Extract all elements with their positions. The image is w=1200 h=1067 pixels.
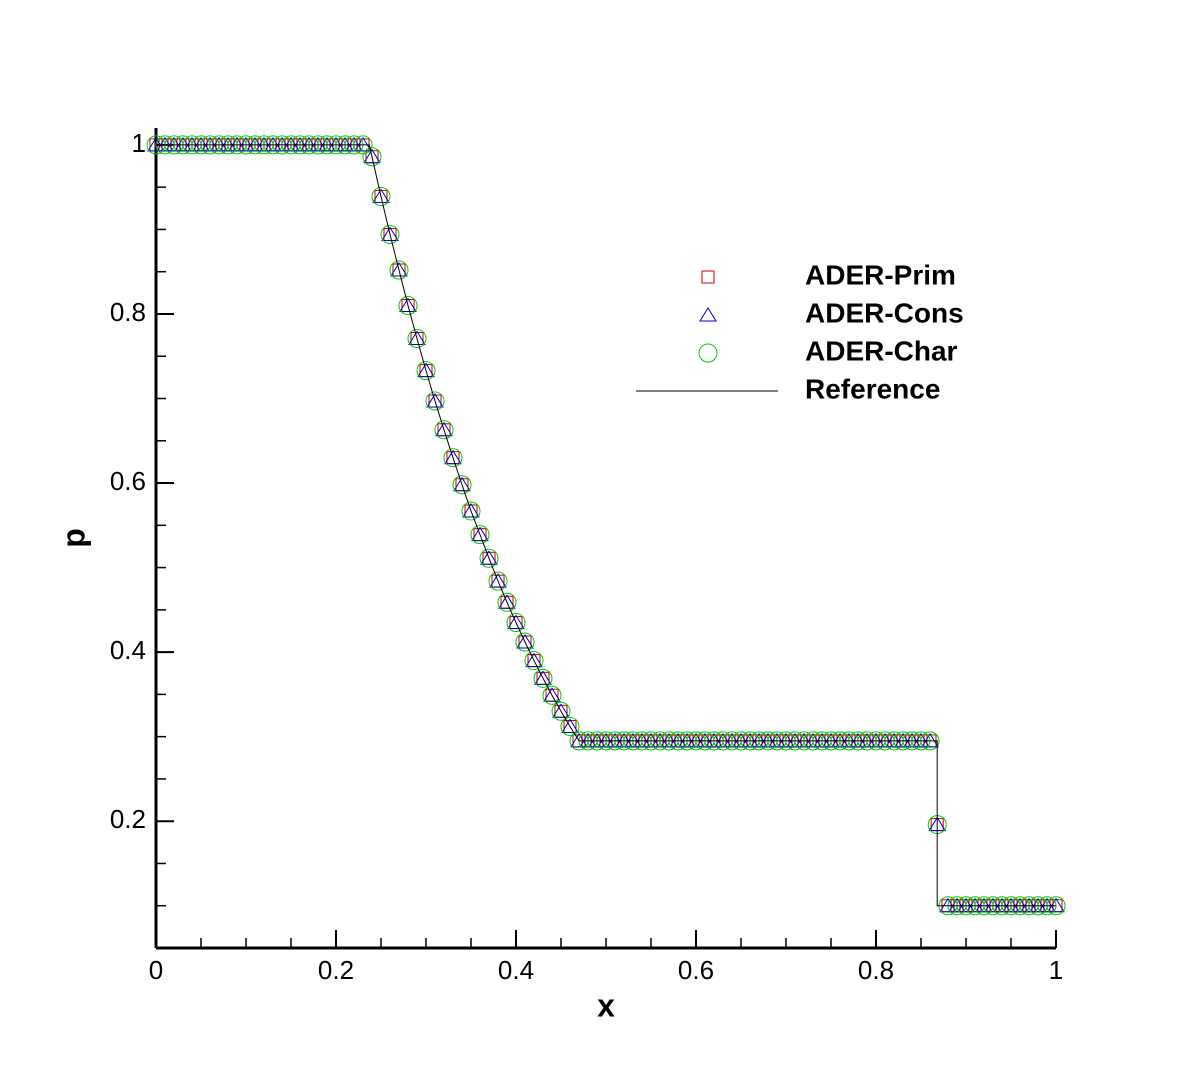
x-tick-label: 1 [1049,955,1063,985]
circle-marker [488,571,508,591]
triangle-marker [372,188,390,203]
circle-marker [425,391,445,411]
y-tick-label: 1 [132,128,146,158]
x-tick-label: 0.6 [678,955,714,985]
legend-label: ADER-Char [805,335,958,366]
circle-marker [362,147,382,167]
circle-marker [407,328,427,348]
legend-label: Reference [805,373,940,404]
y-tick-label: 0.6 [110,466,146,496]
triangle-marker [390,262,408,277]
y-tick-label: 0.4 [110,635,146,665]
circle-marker [560,717,580,737]
circle-marker [389,260,409,280]
circle-marker [434,420,454,440]
circle-marker [533,668,553,688]
x-tick-label: 0.8 [858,955,894,985]
circle-marker [461,501,481,521]
triangle-marker [543,687,561,702]
triangle-marker [480,550,498,565]
triangle-marker [363,148,381,164]
triangle-marker [699,307,717,322]
y-tick-label: 0.8 [110,297,146,327]
x-tick-label: 0.2 [318,955,354,985]
triangle-marker [498,594,516,609]
triangle-marker [489,573,507,588]
circle-marker [479,548,499,568]
triangle-marker [507,614,525,630]
y-tick-label: 0.2 [110,804,146,834]
reference-line [156,144,1056,907]
triangle-marker [408,330,426,345]
circle-marker [443,448,463,468]
circle-marker [371,186,391,206]
y-axis-label: p [55,528,91,548]
triangle-marker [435,421,453,437]
x-axis-label: x [597,987,615,1023]
circle-marker [506,613,526,633]
circle-marker [524,651,544,671]
circle-marker [416,361,436,381]
x-tick-label: 0 [149,955,163,985]
x-tick-label: 0.4 [498,955,534,985]
legend-label: ADER-Prim [805,259,956,290]
triangle-marker [417,362,435,378]
circle-marker [515,632,535,652]
circle-marker [470,525,490,545]
triangle-marker [399,297,417,313]
circle-marker [551,701,571,721]
circle-marker [452,475,472,495]
circle-marker [398,296,418,316]
triangle-marker [453,476,471,492]
triangle-marker [552,703,570,718]
triangle-marker [525,652,543,668]
circle-marker [497,592,517,612]
circle-marker [542,685,562,705]
triangle-marker [426,393,444,408]
triangle-marker [561,718,579,734]
circle-marker [380,225,400,245]
square-marker [701,270,715,284]
legend-label: ADER-Cons [805,297,964,328]
triangle-marker [471,526,489,542]
circle-marker [698,343,718,363]
triangle-marker [444,449,462,465]
triangle-marker [516,634,534,649]
triangle-marker [462,502,480,518]
triangle-marker [534,670,552,685]
triangle-marker [381,226,399,242]
